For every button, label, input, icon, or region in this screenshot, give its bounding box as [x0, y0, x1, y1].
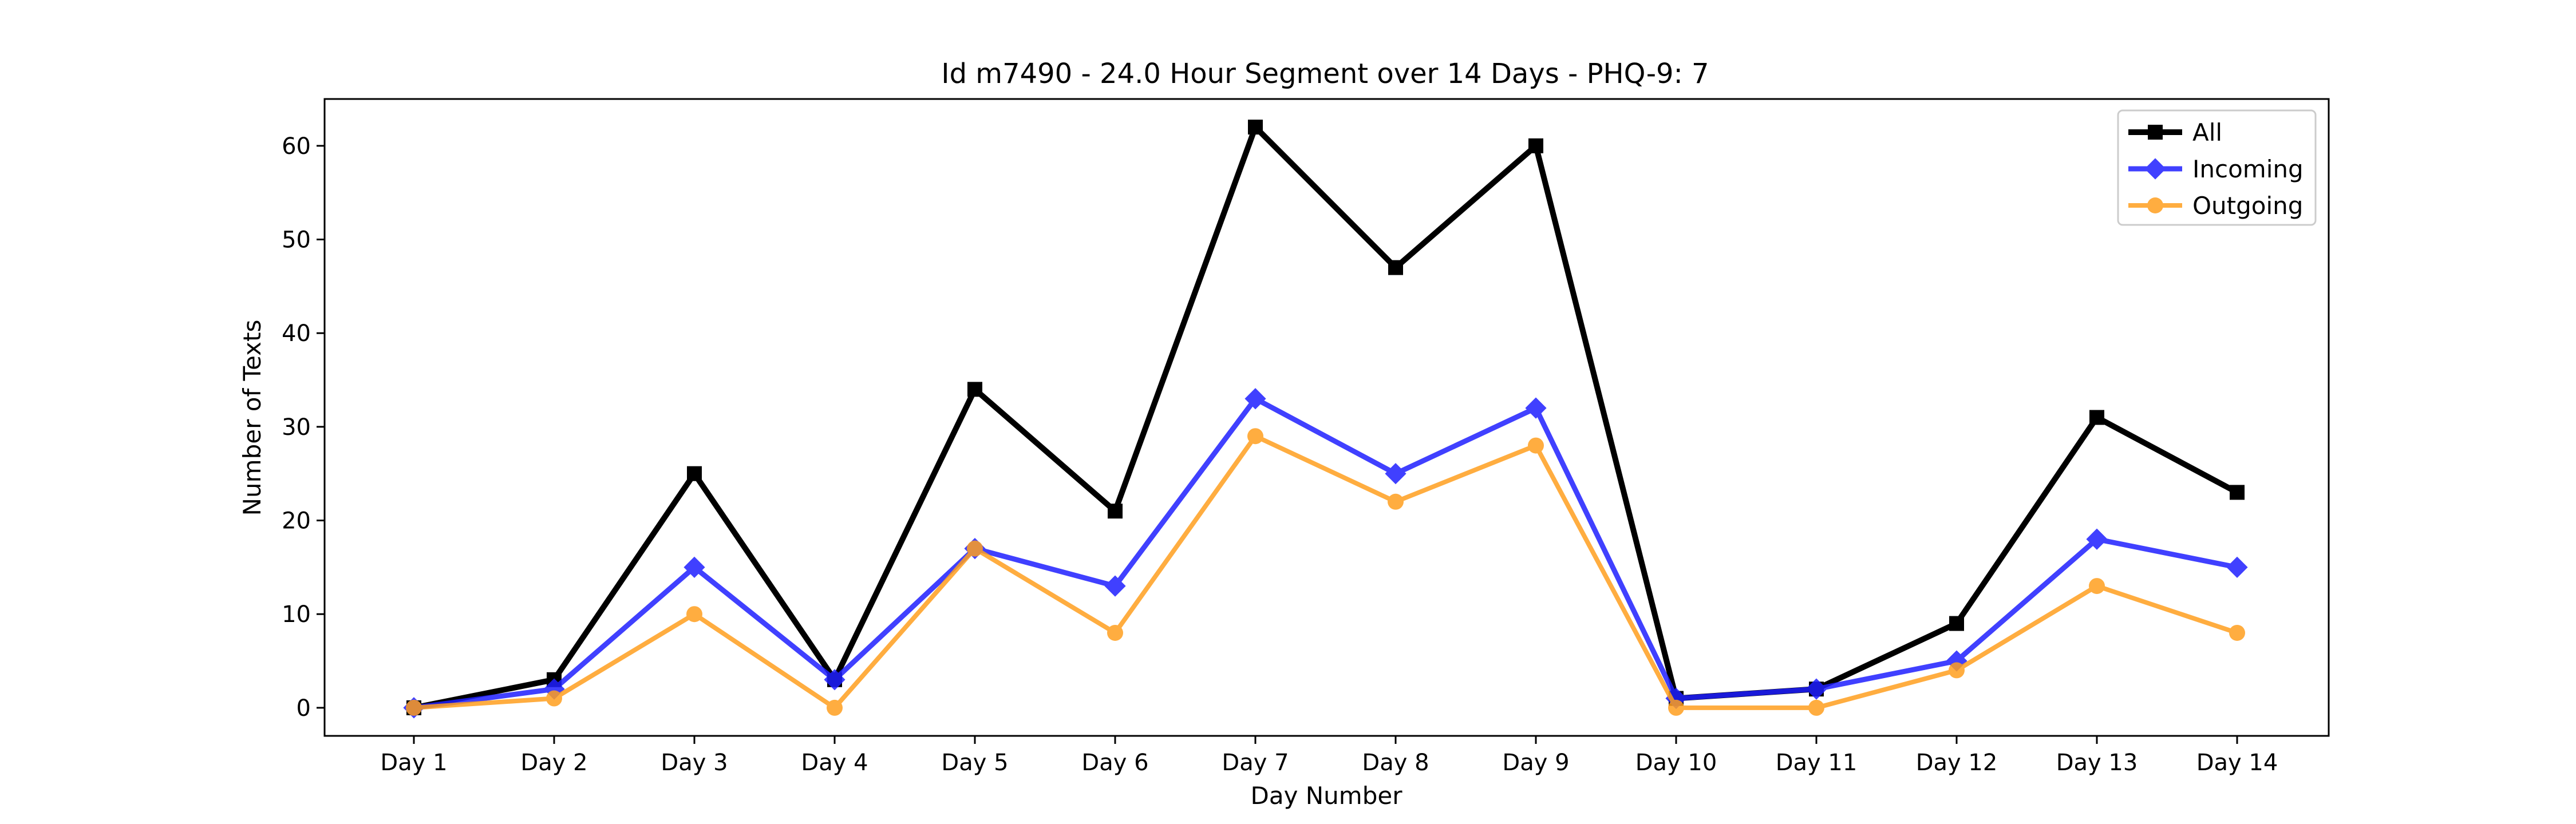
- data-point-outgoing: [967, 540, 983, 557]
- data-point-outgoing: [2229, 624, 2245, 641]
- legend-item-incoming: [2128, 158, 2182, 180]
- data-point-outgoing: [1949, 662, 1965, 679]
- plot-series: [403, 120, 2248, 719]
- data-point-incoming: [1946, 650, 1967, 672]
- legend-label: All: [2192, 118, 2222, 146]
- data-point-incoming: [2086, 528, 2108, 550]
- y-tick-label: 30: [282, 414, 311, 441]
- data-point-all: [1108, 504, 1123, 519]
- data-point-incoming: [683, 556, 705, 578]
- data-point-incoming: [1104, 575, 1126, 597]
- x-tick-label: Day 6: [1081, 750, 1148, 776]
- x-tick-label: Day 9: [1502, 750, 1569, 776]
- data-point-all: [1388, 260, 1403, 275]
- y-tick-label: 0: [297, 695, 311, 722]
- series-line-outgoing: [413, 433, 2238, 711]
- y-tick-label: 50: [282, 227, 311, 253]
- legend-box: [2117, 109, 2317, 226]
- data-point-incoming: [1525, 397, 1547, 419]
- x-tick-label: Day 7: [1222, 750, 1289, 776]
- legend-label: Outgoing: [2192, 192, 2303, 220]
- data-point-all: [2089, 410, 2104, 425]
- series-all: [406, 120, 2245, 715]
- data-point-incoming: [1244, 388, 1266, 410]
- x-tick-label: Day 4: [801, 750, 868, 776]
- series-outgoing: [406, 428, 2245, 716]
- series-incoming: [403, 388, 2248, 719]
- y-tick-label: 10: [282, 601, 311, 628]
- legend-marker: [2148, 125, 2163, 140]
- data-point-incoming: [1805, 678, 1827, 700]
- x-tick-label: Day 2: [520, 750, 587, 776]
- x-tick-label: Day 10: [1635, 750, 1717, 776]
- data-point-outgoing: [406, 699, 422, 716]
- y-tick-label: 40: [282, 320, 311, 347]
- data-point-outgoing: [1247, 428, 1263, 445]
- legend: All Incoming Outgoing: [2117, 109, 2317, 226]
- series-line-all: [413, 122, 2239, 711]
- data-point-incoming: [824, 669, 846, 691]
- x-tick-label: Day 1: [380, 750, 447, 776]
- data-point-all: [1248, 120, 1263, 135]
- data-point-outgoing: [1388, 493, 1404, 510]
- data-point-outgoing: [546, 690, 562, 707]
- data-point-outgoing: [1107, 624, 1123, 641]
- data-point-incoming: [1385, 463, 1406, 485]
- x-tick-label: Day 14: [2196, 750, 2278, 776]
- x-tick-label: Day 3: [661, 750, 728, 776]
- x-tick-label: Day 11: [1776, 750, 1858, 776]
- data-point-outgoing: [827, 699, 843, 716]
- x-axis-label: Day Number: [1250, 782, 1402, 810]
- data-point-all: [1949, 616, 1964, 631]
- y-tick-label: 20: [282, 508, 311, 534]
- legend-marker: [2147, 197, 2163, 213]
- legend-item-all: [2128, 125, 2182, 140]
- x-tick-label: Day 5: [941, 750, 1008, 776]
- data-point-all: [967, 382, 982, 397]
- data-point-outgoing: [2089, 578, 2105, 595]
- x-tick-label: Day 13: [2056, 750, 2138, 776]
- legend-label: Incoming: [2192, 155, 2304, 183]
- legend-marker: [2144, 158, 2166, 180]
- x-tick-label: Day 8: [1362, 750, 1429, 776]
- chart-title: Id m7490 - 24.0 Hour Segment over 14 Day…: [941, 58, 1709, 90]
- plot-frame: [323, 98, 2330, 737]
- x-axis: Day 1 Day 2 Day 3 Day 4 Day 5 Day 6 Day 7 Day 8…: [380, 736, 2278, 776]
- y-tick-label: 60: [282, 133, 311, 160]
- y-axis: 0 10 20 30 40 50 60: [282, 133, 325, 722]
- data-point-outgoing: [1808, 699, 1824, 716]
- data-point-all: [1528, 138, 1543, 153]
- data-point-outgoing: [686, 606, 702, 623]
- data-point-outgoing: [1668, 699, 1684, 716]
- series-line-incoming: [413, 395, 2238, 711]
- y-axis-label: Number of Texts: [238, 320, 266, 516]
- x-tick-label: Day 12: [1916, 750, 1998, 776]
- data-point-outgoing: [1528, 437, 1544, 454]
- data-point-incoming: [2226, 556, 2248, 578]
- data-point-all: [687, 466, 702, 481]
- legend-item-outgoing: [2128, 197, 2182, 213]
- data-point-all: [2230, 485, 2245, 500]
